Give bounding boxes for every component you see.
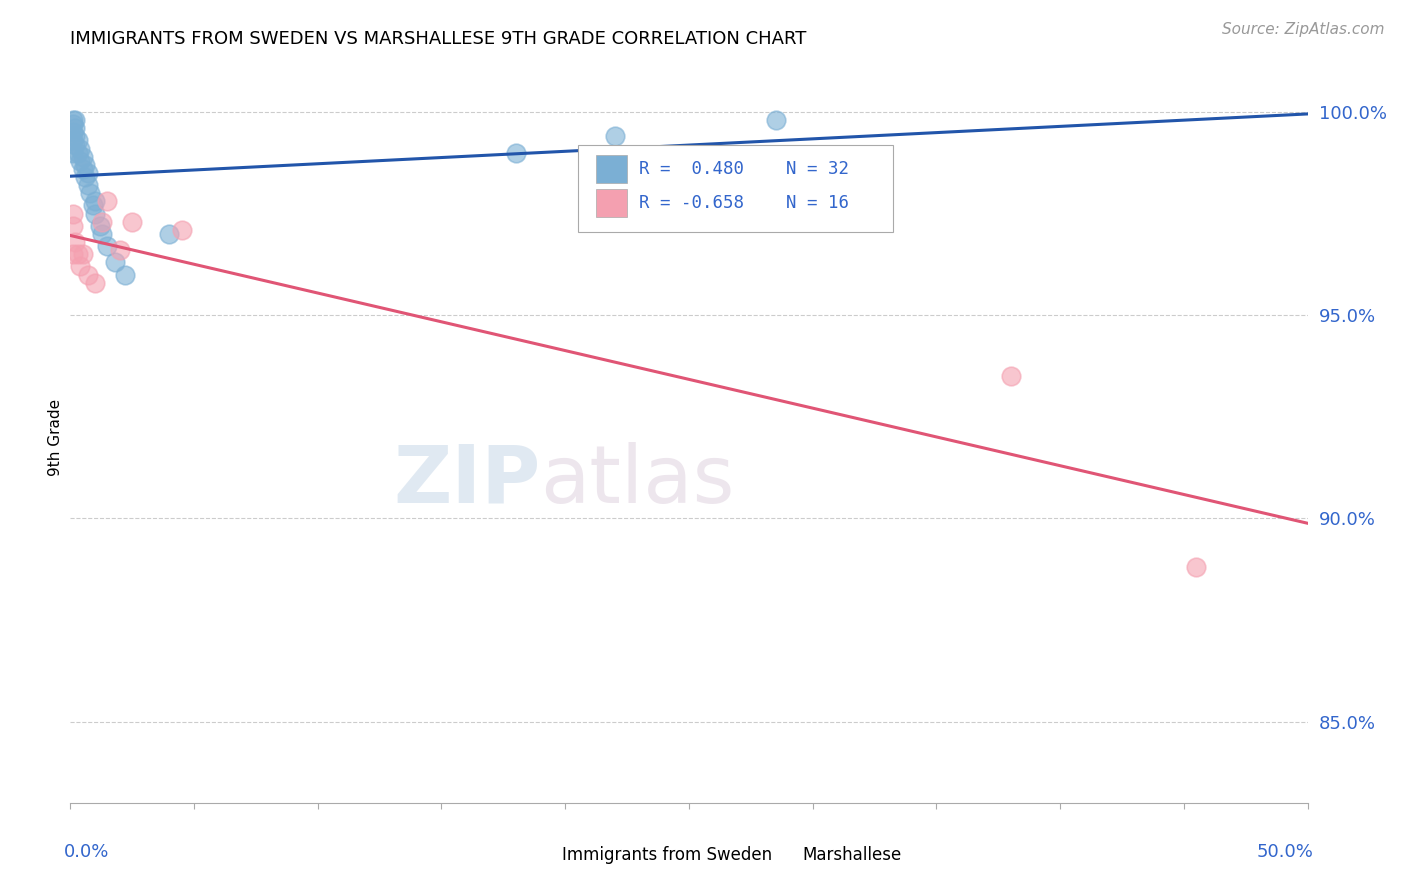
Point [62,206,84,220]
Point [79,186,101,201]
Bar [529,844,555,867]
Y-axis label: 9th Grade: 9th Grade [48,399,63,475]
Point [96,194,118,209]
Point [170,223,193,237]
Text: 0.0%: 0.0% [65,843,110,861]
Point [66,247,89,261]
Point [505,145,527,160]
Point [69,153,91,168]
Point [75,169,97,184]
Point [89,219,111,233]
Text: 50.0%: 50.0% [1257,843,1313,861]
Point [62,133,84,147]
Point [82,198,104,212]
Point [104,255,127,269]
Point [114,268,136,282]
Point [62,247,84,261]
Text: Immigrants from Sweden: Immigrants from Sweden [561,847,772,864]
Text: Source: ZipAtlas.com: Source: ZipAtlas.com [1222,22,1385,37]
Point [65,113,87,128]
Point [76,268,98,282]
Point [65,137,87,152]
FancyBboxPatch shape [578,145,893,232]
Point [72,150,94,164]
Text: atlas: atlas [540,442,735,520]
Point [66,133,89,147]
Text: Marshallese: Marshallese [803,847,903,864]
Point [603,129,626,144]
Bar [596,154,627,183]
Point [84,276,107,290]
Point [65,235,87,249]
Point [66,145,89,160]
Text: IMMIGRANTS FROM SWEDEN VS MARSHALLESE 9TH GRADE CORRELATION CHART: IMMIGRANTS FROM SWEDEN VS MARSHALLESE 9T… [70,29,807,47]
Point [69,142,91,156]
Point [91,227,114,241]
Point [76,178,98,193]
Point [108,243,131,257]
Text: R =  0.480    N = 32: R = 0.480 N = 32 [640,160,849,178]
Point [72,247,94,261]
Point [72,161,94,176]
Point [1185,560,1208,574]
Point [765,113,787,128]
Point [69,260,91,274]
Point [121,215,143,229]
Point [84,206,107,220]
Bar [596,189,627,217]
Point [76,166,98,180]
Point [65,129,87,144]
Point [157,227,180,241]
Text: R = -0.658    N = 16: R = -0.658 N = 16 [640,194,849,212]
Point [62,219,84,233]
Point [62,125,84,139]
Text: ZIP: ZIP [394,442,540,520]
Point [91,215,114,229]
Bar [769,844,797,867]
Point [84,194,107,209]
Point [1000,369,1022,384]
Point [65,121,87,136]
Point [62,117,84,131]
Point [96,239,118,253]
Point [62,145,84,160]
Point [62,113,84,128]
Point [75,158,97,172]
